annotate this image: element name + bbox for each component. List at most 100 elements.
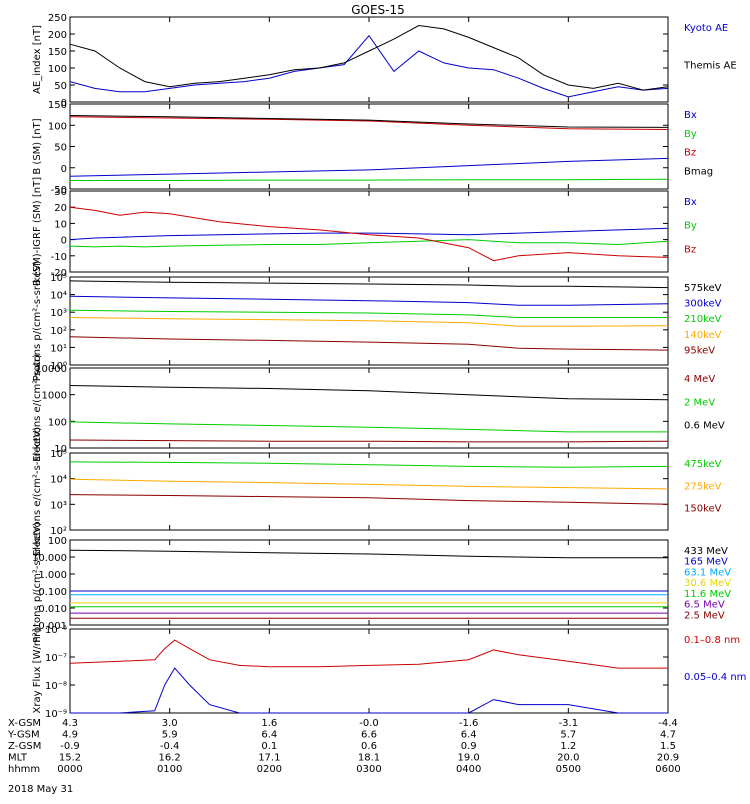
ytick-label: 0 xyxy=(61,98,67,109)
ytick-label: 0.001 xyxy=(38,621,67,632)
series-line-By xyxy=(70,178,669,181)
legend-entry: 575keV xyxy=(684,283,722,294)
panel-frame xyxy=(69,367,669,449)
legend-entry: 0.05–0.4 nm xyxy=(684,672,746,683)
orbit-value: 4.3 xyxy=(62,718,78,729)
ytick-label: 10⁻⁶ xyxy=(45,625,67,636)
orbit-value: 16.2 xyxy=(159,753,181,764)
ytick-label: 150 xyxy=(48,47,67,58)
ytick-label: 10⁻⁹ xyxy=(45,709,67,720)
orbit-value: 17.1 xyxy=(258,753,280,764)
date-label: 2018 May 31 xyxy=(8,784,73,795)
ytick-label: 50 xyxy=(54,143,67,154)
orbit-value: 19.0 xyxy=(458,753,480,764)
orbit-value: 1.6 xyxy=(261,718,277,729)
legend-entry: Bz xyxy=(684,244,696,255)
legend-entry: 11.6 MeV xyxy=(684,589,731,600)
series-line-150keV xyxy=(69,494,669,505)
legend-entry: Bx xyxy=(684,197,697,208)
ylabel: AE_index [nT] xyxy=(32,25,43,94)
ytick-label: 20 xyxy=(54,203,67,214)
orbit-value: 0300 xyxy=(356,764,381,775)
legend-entry: Kyoto AE xyxy=(684,23,728,34)
ytick-label: 10⁵ xyxy=(50,449,67,460)
orbit-value: 0500 xyxy=(556,764,581,775)
ytick-label: 1.000 xyxy=(38,570,67,581)
ylabel: Electrons e/(cm²-s-sr) xyxy=(32,354,43,462)
ytick-label: 10 xyxy=(54,219,67,230)
legend-entry: 63.1 MeV xyxy=(684,567,731,578)
orbit-value: 3.0 xyxy=(162,718,178,729)
ytick-label: 0 xyxy=(61,164,67,175)
series-line-0.6 MeV xyxy=(69,385,669,401)
panel-electrons_mev: 10000 1000 100 10 Electrons e/(cm²-s-sr) 4 Me… xyxy=(32,354,725,462)
legend-entry: 475keV xyxy=(684,459,722,470)
ytick-label: 10.000 xyxy=(32,553,67,564)
legend-entry: By xyxy=(684,221,697,232)
orbit-value: 0200 xyxy=(257,764,282,775)
orbit-value: 20.0 xyxy=(557,753,579,764)
orbit-value: 6.6 xyxy=(361,730,377,741)
ytick-label: 10⁰ xyxy=(50,361,67,372)
series-line-Bx xyxy=(69,157,669,177)
legend-entry: 210keV xyxy=(684,314,722,325)
panel-bsm: 150 100 50 0 -50 B (SM) [nT] Bx By Bz Bmag xyxy=(32,100,713,196)
ytick-label: 0 xyxy=(61,236,67,247)
series-line-210keV xyxy=(69,309,668,318)
ytick-label: 10⁻⁸ xyxy=(45,681,67,692)
ytick-label: 10⁴ xyxy=(50,475,67,486)
panel-frame xyxy=(69,16,669,103)
series-line-0.05–0.4 nm xyxy=(70,667,668,714)
orbit-value: 20.9 xyxy=(657,753,679,764)
ytick-label: 10000 xyxy=(35,364,67,375)
orbit-value: 1.5 xyxy=(660,741,676,752)
series-line-Bz xyxy=(69,206,669,262)
orbit-value: 4.7 xyxy=(660,730,676,741)
ytick-label: 10⁵ xyxy=(50,273,67,284)
series-line-433 MeV xyxy=(69,549,668,559)
orbit-value: 5.7 xyxy=(560,730,576,741)
orbit-value: -0.9 xyxy=(60,741,80,752)
ylabel: Protons p/(cm²-s-sr-keV) xyxy=(32,261,43,382)
ytick-label: 0.100 xyxy=(38,587,67,598)
chart-title: GOES-15 xyxy=(351,3,405,17)
legend-entry: 150keV xyxy=(684,504,722,515)
ytick-label: 10² xyxy=(50,326,67,337)
ytick-label: 50 xyxy=(54,81,67,92)
ytick-label: 10⁻⁷ xyxy=(45,653,67,664)
legend-entry: 433 MeV xyxy=(684,546,728,557)
orbit-value: 1.2 xyxy=(560,741,576,752)
ylabel: Xray Flux [W/m²] xyxy=(32,628,43,713)
ylabel: Protons p/(cm²-s-sr-keV) xyxy=(32,522,43,643)
legend-entry: 300keV xyxy=(684,299,722,310)
orbit-value: -1.6 xyxy=(459,718,479,729)
series-line-140keV xyxy=(69,317,669,327)
orbit-row-label: Y-GSM xyxy=(7,730,40,741)
ytick-label: 10² xyxy=(50,526,67,537)
legend-entry: 30.6 MeV xyxy=(684,578,731,589)
legend-entry: 275keV xyxy=(684,481,722,492)
legend-entry: 95keV xyxy=(684,345,715,356)
panel-frame xyxy=(69,628,669,714)
orbit-value: 0.1 xyxy=(261,741,277,752)
legend-entry: 0.6 MeV xyxy=(684,421,725,432)
legend-entry: Bx xyxy=(684,110,697,121)
orbit-value: 15.2 xyxy=(59,753,81,764)
series-line-95keV xyxy=(69,336,669,351)
ytick-label: 250 xyxy=(48,13,67,24)
ytick-label: 200 xyxy=(48,30,67,41)
ylabel: Electrons e/(cm²-s-sr-keV) xyxy=(32,427,43,556)
series-line-575keV xyxy=(69,280,669,289)
orbit-row-label: Z-GSM xyxy=(8,741,41,752)
ytick-label: 10 xyxy=(54,444,67,455)
ytick-label: 30 xyxy=(54,187,67,198)
series-line-Themis AE xyxy=(69,24,669,91)
orbit-value: -3.1 xyxy=(559,718,579,729)
ytick-label: 100 xyxy=(48,536,67,547)
panel-ae: 250 200 150 100 50 0 AE_index [nT] Kyoto AE Them… xyxy=(32,13,737,109)
legend-entry: Bmag xyxy=(684,166,713,177)
orbit-value: -4.4 xyxy=(658,718,678,729)
series-line-275keV xyxy=(69,478,669,490)
panel-electrons_kev: 10⁵ 10⁴ 10³ 10² Electrons e/(cm²-s-sr-keV) 47… xyxy=(32,427,722,556)
